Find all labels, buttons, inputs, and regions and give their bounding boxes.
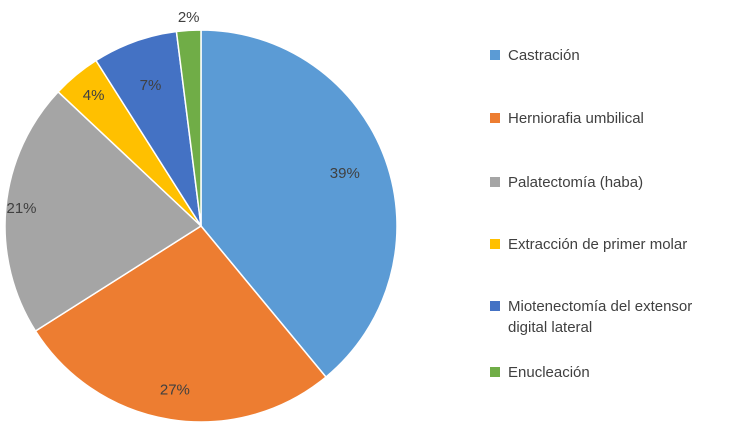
legend-label-palatectomia: Palatectomía (haba) [508,174,644,191]
legend-item-extraccion: Extracción de primer molar [490,234,723,255]
data-label-1: 39% [330,165,360,182]
legend-item-herniorafia: Herniorafia umbilical [490,108,723,129]
legend-swatch-extraccion [490,239,500,249]
pie-slice-6 [175,29,202,227]
legend-item-castracion: Castración [490,45,723,66]
data-label-3: 21% [6,200,36,217]
legend-item-enucleacion: Enucleación [490,362,723,383]
legend-item-palatectomia: Palatectomía (haba) [490,172,723,193]
legend-label-castracion: Castración [508,47,580,64]
data-label-4: 4% [83,87,105,104]
legend-swatch-miotenectomia [490,301,500,311]
data-label-5: 7% [140,77,162,94]
legend-item-miotenectomia: Miotenectomía del extensor digital later… [490,296,693,338]
data-label-6: 2% [178,9,200,26]
legend-swatch-enucleacion [490,367,500,377]
legend-label-extraccion: Extracción de primer molar [508,236,688,253]
legend-swatch-palatectomia [490,177,500,187]
data-label-2: 27% [160,381,190,398]
pie-data-labels: 39% 27% 21% 4% 7% 2% [6,9,359,399]
legend-label-miotenectomia: Miotenectomía del extensor digital later… [508,298,693,336]
pie-slice-2 [34,225,327,423]
pie-slice-3 [4,90,203,333]
legend-swatch-herniorafia [490,113,500,123]
legend-swatch-castracion [490,50,500,60]
legend-label-herniorafia: Herniorafia umbilical [508,110,644,127]
legend-label-enucleacion: Enucleación [508,364,590,381]
pie-slice-1 [200,29,398,379]
pie-slices [4,29,398,423]
